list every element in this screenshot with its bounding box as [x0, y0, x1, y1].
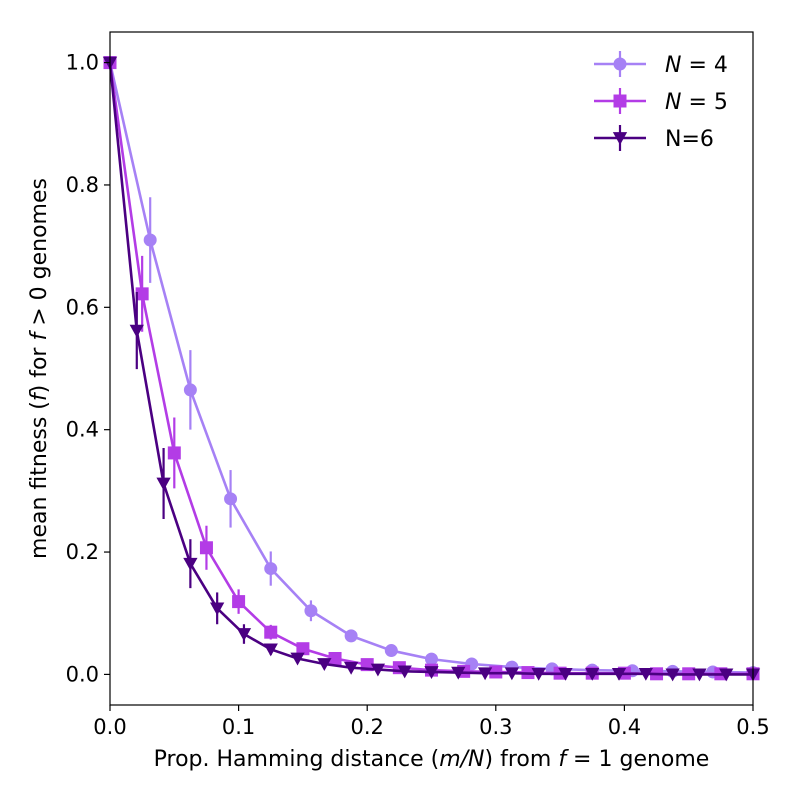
x-tick-label: 0.5 — [736, 715, 769, 739]
data-point — [558, 667, 573, 681]
data-point — [135, 287, 149, 301]
y-axis: 0.0 0.2 0.4 0.6 0.8 1.0 — [66, 51, 110, 686]
series-3 — [102, 56, 761, 682]
legend-text: = 5 — [681, 90, 727, 115]
x-tick-label: 0.4 — [608, 715, 641, 739]
data-point — [236, 628, 252, 642]
legend-entry: N=6 — [594, 125, 714, 152]
label-text: > 0 genomes — [27, 178, 52, 333]
y-tick-label: 0.8 — [66, 173, 99, 197]
data-point — [451, 666, 466, 680]
label-text: Prop. Hamming distance ( — [154, 747, 440, 772]
data-point — [264, 562, 278, 576]
data-point — [719, 668, 734, 682]
data-point — [343, 661, 359, 675]
x-tick-label: 0.1 — [222, 715, 255, 739]
label-text: ) for — [27, 341, 52, 394]
x-tick-label: 0.3 — [479, 715, 512, 739]
data-point — [665, 668, 680, 682]
data-point — [477, 667, 493, 681]
y-tick-label: 0.6 — [66, 295, 99, 319]
data-point — [585, 667, 600, 681]
x-tick-label: 0.0 — [93, 715, 126, 739]
data-point — [263, 643, 278, 657]
data-point — [317, 658, 332, 672]
data-point — [397, 665, 412, 679]
y-axis-label: mean fitness (f) for f > 0 genomes — [27, 178, 52, 559]
data-point — [384, 644, 398, 658]
data-point — [210, 602, 225, 616]
legend-text: N — [665, 53, 681, 78]
plot-frame — [109, 31, 754, 706]
math-symbol: m/N — [439, 747, 484, 772]
data-point — [264, 625, 278, 639]
math-symbol: f — [27, 330, 52, 341]
legend-marker — [613, 57, 627, 71]
label-text: mean fitness ( — [27, 401, 52, 559]
data-point — [232, 595, 246, 609]
legend-entry: N = 5 — [594, 88, 728, 115]
math-symbol: f — [27, 390, 52, 401]
legend-text: N — [665, 90, 681, 115]
data-point — [183, 383, 197, 397]
x-tick-label: 0.2 — [350, 715, 383, 739]
data-point — [304, 604, 318, 618]
data-point — [129, 324, 144, 338]
data-point — [425, 652, 438, 666]
data-point — [504, 667, 520, 681]
label-text: ) from — [485, 747, 559, 772]
legend-label: N = 5 — [665, 90, 728, 115]
data-point — [692, 668, 707, 682]
data-point — [424, 666, 439, 679]
data-point — [199, 541, 213, 555]
x-axis-label: Prop. Hamming distance (m/N) from f = 1 … — [154, 747, 710, 772]
label-text: = 1 genome — [566, 747, 709, 772]
data-point — [290, 652, 305, 666]
data-point — [167, 446, 181, 460]
series-layer — [102, 56, 761, 682]
legend-marker — [612, 132, 628, 146]
legend: N = 4N = 5N=6 — [594, 51, 728, 152]
legend-text: N=6 — [665, 127, 714, 152]
math-symbol: f — [558, 747, 569, 772]
data-point — [183, 557, 198, 571]
data-point — [143, 233, 157, 247]
data-point — [370, 663, 386, 677]
data-point — [611, 667, 627, 681]
data-point — [638, 667, 653, 681]
data-point — [224, 492, 238, 506]
y-tick-label: 0.2 — [66, 540, 99, 564]
legend-label: N = 4 — [665, 53, 728, 78]
y-tick-label: 0.0 — [66, 662, 99, 686]
legend-marker — [613, 94, 627, 108]
y-tick-label: 1.0 — [66, 51, 99, 75]
x-axis: 0.0 0.1 0.2 0.3 0.4 0.5 — [93, 705, 770, 739]
y-tick-label: 0.4 — [66, 418, 99, 442]
legend-label: N=6 — [665, 127, 714, 152]
data-point — [156, 477, 171, 491]
legend-text: = 4 — [681, 53, 727, 78]
data-point — [531, 667, 546, 681]
legend-entry: N = 4 — [594, 51, 728, 78]
data-point — [344, 629, 358, 643]
